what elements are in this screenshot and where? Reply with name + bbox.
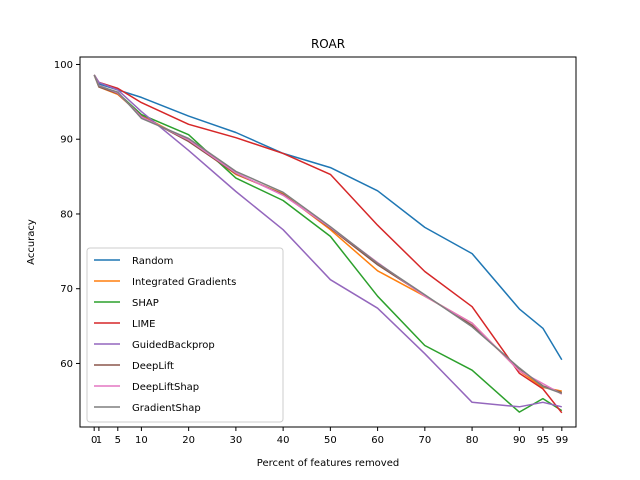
x-tick-label: 10: [135, 435, 148, 446]
legend-label: GradientShap: [132, 403, 201, 414]
x-tick-label: 70: [418, 435, 431, 446]
x-tick-label: 1: [96, 435, 102, 446]
x-tick-label: 99: [555, 435, 568, 446]
x-tick-label: 40: [277, 435, 290, 446]
x-tick-label: 60: [371, 435, 384, 446]
x-tick-label: 5: [115, 435, 121, 446]
y-tick-label: 60: [60, 359, 73, 370]
series-line-guidedbackprop: [93, 74, 562, 408]
y-tick-label: 100: [54, 60, 73, 71]
y-tick-label: 80: [60, 209, 73, 220]
series-layer: [93, 74, 563, 414]
x-tick-label: 80: [466, 435, 479, 446]
x-tick-label: 50: [324, 435, 337, 446]
legend-box: [86, 247, 284, 423]
y-axis-label: Accuracy: [26, 219, 37, 265]
x-tick-label: 95: [537, 435, 550, 446]
chart-title: ROAR: [311, 37, 345, 51]
legend: Random Integrated Gradients SHAP LIME Guided…: [86, 247, 284, 423]
legend-label: SHAP: [132, 298, 159, 309]
x-axis: 01 5 10 20 30 40 50 60 70 80 90 95 99: [91, 427, 568, 446]
plot-frame: [79, 56, 577, 428]
legend-label: DeepLift: [132, 361, 174, 372]
legend-label: GuidedBackprop: [132, 340, 215, 351]
x-tick-label: 20: [182, 435, 195, 446]
x-tick-label: 30: [230, 435, 243, 446]
x-tick-label: 0: [91, 435, 97, 446]
x-axis-label: Percent of features removed: [257, 458, 399, 469]
x-tick-label: 90: [513, 435, 526, 446]
y-tick-label: 70: [60, 284, 73, 295]
legend-label: Integrated Gradients: [132, 277, 236, 288]
series-line-gradientshap: [93, 74, 563, 395]
legend-label: LIME: [132, 319, 155, 330]
legend-label: DeepLiftShap: [132, 382, 199, 393]
y-tick-label: 90: [60, 135, 73, 146]
legend-label: Random: [132, 256, 173, 267]
y-axis: 60 70 80 90 100: [54, 60, 80, 370]
